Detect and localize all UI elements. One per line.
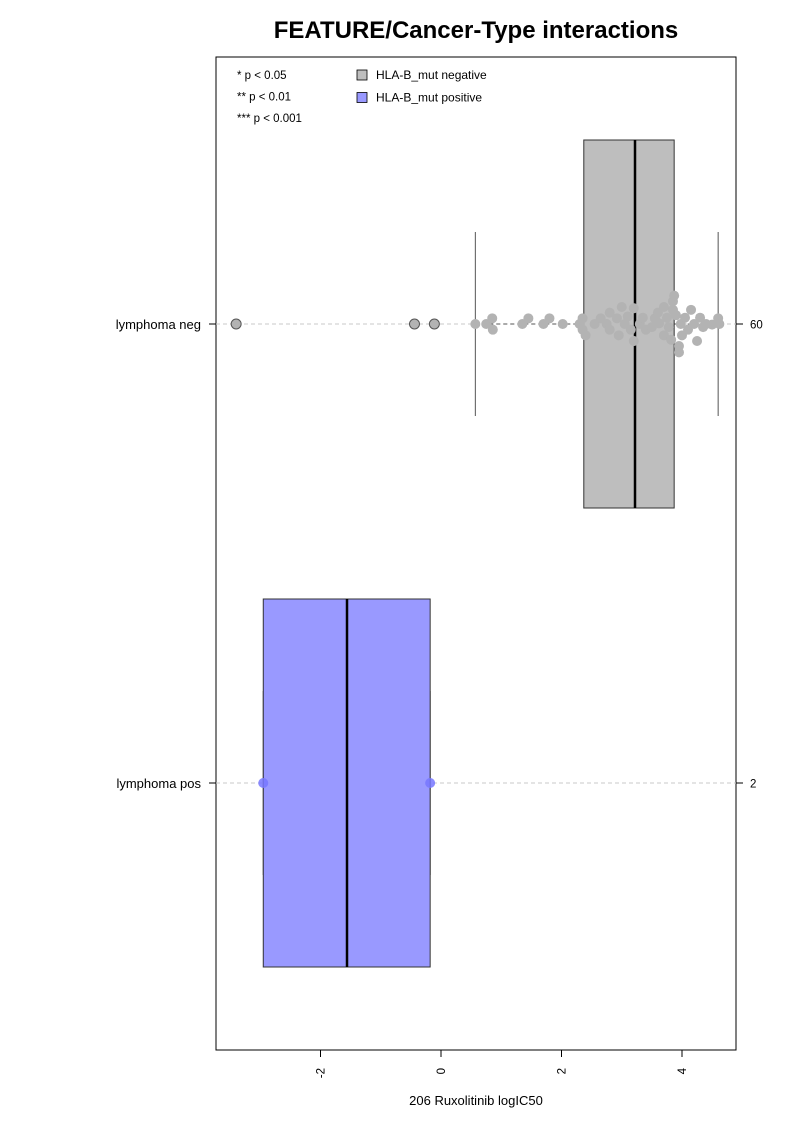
legend-label: HLA-B_mut negative [376,68,487,82]
data-point [669,290,680,301]
data-point [258,778,269,788]
data-point [425,778,436,788]
data-point [663,322,674,333]
legend-swatch [356,69,368,81]
data-point [628,303,639,314]
legend-label: HLA-B_mut positive [376,91,482,105]
data-point [408,318,420,330]
data-point [658,301,669,312]
significance-legend: * p < 0.05 ** p < 0.01 *** p < 0.001 [237,70,302,125]
data-point [428,318,440,330]
data-point [680,312,691,323]
group-label: lymphoma neg [116,317,201,332]
box-group: lymphoma pos 2 [116,598,756,968]
data-point [580,330,591,341]
data-point [470,319,481,329]
data-point [707,319,718,330]
x-axis-label: 206 Ruxolitinib logIC50 [409,1093,543,1108]
x-tick-label: 4 [677,1067,689,1074]
data-point [230,318,242,330]
significance-legend-item: * p < 0.05 [237,70,287,82]
box-group: lymphoma neg 60 [116,139,763,509]
data-point [544,313,555,324]
data-point [654,318,665,329]
data-point [661,312,672,323]
data-point [613,330,624,341]
data-point [637,312,648,323]
x-tick-label: -2 [316,1068,328,1078]
group-label: lymphoma pos [116,776,201,791]
data-point [577,313,588,324]
significance-legend-item: *** p < 0.001 [237,113,302,125]
data-point [628,336,639,347]
data-point [695,312,706,323]
group-count: 60 [750,320,763,332]
x-tick-label: 0 [436,1068,448,1074]
data-point [487,313,498,324]
data-point [658,330,669,341]
x-tick-label: 2 [557,1068,569,1074]
data-point [487,324,498,335]
data-point [604,307,615,318]
data-point [686,304,697,315]
data-point [622,311,633,322]
x-axis: -2 0 2 4 [316,1049,689,1078]
group-count: 2 [750,779,756,791]
data-point [670,310,681,321]
data-point [689,319,700,329]
data-point [611,313,622,324]
data-point [604,324,615,335]
data-point [523,313,534,324]
data-point [616,301,627,312]
data-point [673,347,684,358]
group-legend: HLA-B_mut negative HLA-B_mut positive [356,68,487,105]
data-point [666,334,677,345]
data-point [692,336,703,347]
chart-title: FEATURE/Cancer-Type interactions [274,17,679,44]
data-point [714,319,725,329]
significance-legend-item: ** p < 0.01 [237,92,291,104]
legend-swatch [356,92,368,103]
box-groups: lymphoma neg 60 lymphoma pos 2 [116,139,763,968]
data-point [625,324,636,335]
data-point [557,319,568,329]
